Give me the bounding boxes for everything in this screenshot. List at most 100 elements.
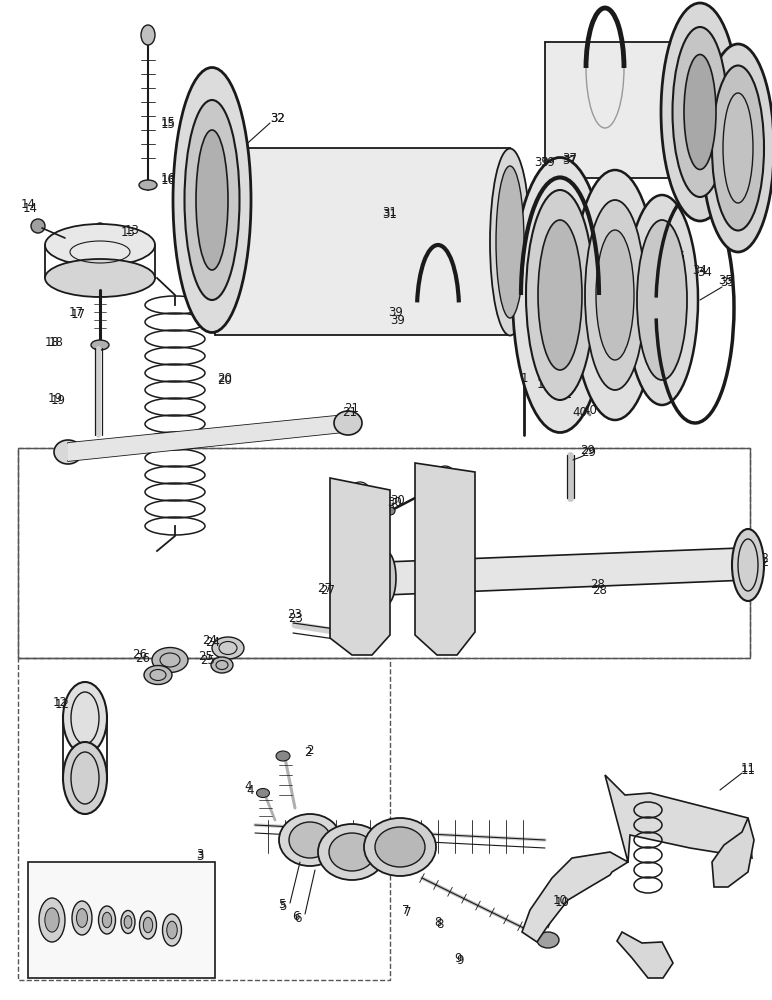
Text: 41: 41 — [557, 388, 573, 401]
Text: 32: 32 — [270, 111, 286, 124]
Text: 40: 40 — [583, 403, 598, 416]
Ellipse shape — [173, 68, 251, 332]
Ellipse shape — [45, 908, 59, 932]
Text: 33: 33 — [608, 248, 622, 261]
Text: 11: 11 — [740, 764, 756, 776]
Text: 10: 10 — [553, 894, 567, 906]
Text: 37: 37 — [563, 151, 577, 164]
Ellipse shape — [712, 66, 764, 231]
Ellipse shape — [547, 374, 557, 381]
Ellipse shape — [72, 901, 92, 935]
Ellipse shape — [39, 898, 65, 942]
Text: 26: 26 — [133, 648, 147, 662]
Text: 27: 27 — [317, 582, 333, 594]
Text: 3: 3 — [196, 848, 204, 861]
Text: 14: 14 — [21, 198, 36, 212]
Polygon shape — [545, 42, 690, 178]
Text: 41: 41 — [556, 381, 571, 394]
Text: 39: 39 — [391, 314, 405, 326]
Text: 25: 25 — [201, 654, 215, 666]
Text: 24: 24 — [205, 636, 221, 648]
Polygon shape — [385, 548, 748, 595]
Text: 18: 18 — [49, 336, 63, 350]
Ellipse shape — [167, 921, 178, 939]
Ellipse shape — [141, 25, 155, 45]
Ellipse shape — [318, 824, 386, 880]
Text: 38: 38 — [747, 206, 763, 219]
Text: 7: 7 — [402, 904, 410, 916]
Text: 5: 5 — [279, 900, 286, 914]
Text: 1: 1 — [520, 371, 528, 384]
Ellipse shape — [54, 440, 82, 464]
Text: 18: 18 — [45, 336, 59, 349]
Text: 27: 27 — [320, 584, 336, 596]
Text: 17: 17 — [69, 306, 83, 320]
Ellipse shape — [329, 833, 375, 871]
Text: 16: 16 — [161, 174, 175, 186]
Ellipse shape — [732, 529, 764, 601]
Text: 4: 4 — [244, 780, 252, 794]
Ellipse shape — [152, 648, 188, 672]
Ellipse shape — [185, 100, 239, 300]
Ellipse shape — [677, 57, 703, 162]
Polygon shape — [415, 463, 475, 655]
Ellipse shape — [538, 220, 582, 370]
Ellipse shape — [661, 3, 739, 221]
Text: 15: 15 — [161, 116, 175, 129]
Ellipse shape — [144, 917, 153, 933]
Text: 34: 34 — [698, 265, 713, 278]
Ellipse shape — [374, 550, 396, 605]
Ellipse shape — [537, 932, 559, 948]
Text: 35: 35 — [720, 275, 736, 288]
Text: 10: 10 — [554, 896, 570, 910]
Ellipse shape — [637, 220, 687, 380]
Text: 25: 25 — [198, 650, 213, 664]
Ellipse shape — [211, 657, 233, 673]
Ellipse shape — [63, 682, 107, 754]
Ellipse shape — [671, 42, 709, 178]
Text: 9: 9 — [456, 954, 464, 966]
Text: 2: 2 — [306, 744, 313, 756]
Text: 8: 8 — [436, 918, 444, 932]
Polygon shape — [68, 415, 345, 461]
Ellipse shape — [121, 910, 135, 934]
Ellipse shape — [103, 912, 112, 928]
Ellipse shape — [573, 170, 658, 420]
Text: 16: 16 — [161, 172, 175, 184]
Text: 24: 24 — [202, 634, 218, 647]
Ellipse shape — [672, 27, 727, 197]
Ellipse shape — [375, 827, 425, 867]
Ellipse shape — [334, 411, 362, 435]
Text: 2: 2 — [304, 746, 312, 760]
Ellipse shape — [99, 906, 116, 934]
Ellipse shape — [144, 666, 172, 684]
Text: 36: 36 — [672, 251, 687, 264]
Text: 5: 5 — [279, 898, 286, 912]
Text: 34: 34 — [692, 263, 707, 276]
Text: 21: 21 — [343, 406, 357, 418]
Text: 11: 11 — [740, 762, 756, 774]
Ellipse shape — [596, 230, 634, 360]
Ellipse shape — [162, 914, 181, 946]
Text: 14: 14 — [22, 202, 38, 215]
Text: 28: 28 — [591, 578, 605, 591]
Ellipse shape — [385, 507, 395, 515]
Ellipse shape — [560, 369, 570, 376]
Text: 1: 1 — [537, 378, 543, 391]
Ellipse shape — [45, 224, 155, 266]
Text: 21: 21 — [344, 401, 360, 414]
Text: 19: 19 — [48, 391, 63, 404]
Ellipse shape — [289, 822, 331, 858]
Polygon shape — [330, 478, 390, 655]
Text: 7: 7 — [405, 906, 411, 918]
Text: 8: 8 — [435, 916, 442, 930]
Ellipse shape — [279, 814, 341, 866]
Ellipse shape — [490, 148, 530, 336]
Text: 33: 33 — [608, 245, 622, 258]
Text: 13: 13 — [124, 224, 140, 236]
Text: 23: 23 — [289, 611, 303, 624]
Ellipse shape — [513, 157, 608, 432]
Ellipse shape — [364, 818, 436, 876]
Polygon shape — [28, 862, 215, 978]
Text: 22: 22 — [754, 552, 770, 564]
